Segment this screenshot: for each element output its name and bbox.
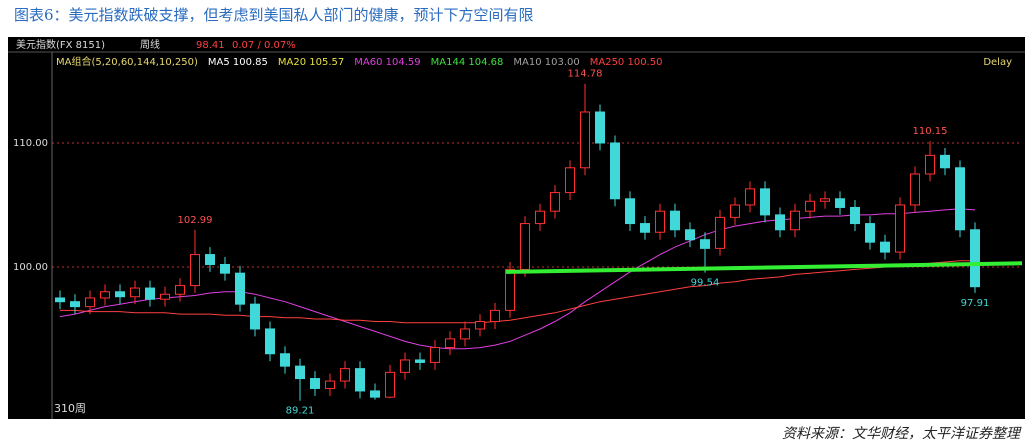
candle-body — [55, 297, 65, 303]
candle-body — [205, 254, 215, 265]
candle-body — [745, 188, 755, 206]
candle-body — [280, 353, 290, 367]
candle-body — [385, 371, 395, 398]
extreme-label: 97.91 — [961, 298, 990, 309]
candle-body — [640, 223, 650, 233]
candle-body — [715, 216, 725, 249]
candle-body — [70, 301, 80, 308]
candle-body — [175, 285, 185, 295]
delay: Delay — [983, 57, 1012, 68]
extreme-label: 89.21 — [286, 406, 315, 417]
symbol: 美元指数(FX 8151) — [16, 38, 105, 51]
ma-legend: MA60 104.59 — [354, 57, 420, 68]
candle-body — [325, 380, 335, 389]
candle-body — [775, 214, 785, 231]
candle-body — [925, 154, 935, 175]
y-tick-label: 100.00 — [13, 262, 48, 273]
candle-body — [235, 272, 245, 305]
candle-body — [550, 192, 560, 212]
candle-body — [490, 309, 500, 323]
change: 0.07 / 0.07% — [232, 40, 296, 51]
candle-body — [250, 303, 260, 330]
candle-body — [145, 287, 155, 300]
last-price: 98.41 — [196, 40, 225, 51]
extreme-label: 102.99 — [178, 215, 213, 226]
candle-body — [760, 188, 770, 216]
candle-body — [955, 167, 965, 231]
candle-body — [625, 198, 635, 225]
candle-body — [430, 347, 440, 363]
candle-body — [565, 167, 575, 194]
candle-body — [415, 359, 425, 363]
ma-line — [59, 208, 976, 350]
candle-body — [265, 328, 275, 355]
candle-body — [880, 241, 890, 253]
candle-body — [505, 268, 515, 311]
period: 周线 — [140, 38, 160, 51]
extreme-label: 114.78 — [568, 69, 603, 80]
candle-body — [850, 206, 860, 225]
candle-body — [580, 111, 590, 169]
candle-body — [100, 291, 110, 299]
candle-body — [865, 223, 875, 243]
candle-body — [730, 204, 740, 218]
y-tick-label: 110.00 — [13, 138, 48, 149]
ma-legend: MA20 105.57 — [278, 57, 344, 68]
caption: 图表6：美元指数跌破支撑，但考虑到美国私人部门的健康，预计下方空间有限 — [14, 6, 534, 24]
candle-body — [910, 173, 920, 206]
candle-body — [595, 111, 605, 144]
support-line — [505, 261, 1023, 274]
candle-body — [460, 328, 470, 340]
bar-count: 310周 — [54, 402, 86, 415]
candle-body — [535, 210, 545, 225]
candle-body — [685, 229, 695, 241]
candle-body — [85, 297, 95, 308]
candle-body — [355, 368, 365, 392]
candle-body — [940, 154, 950, 169]
candle-body — [670, 210, 680, 231]
ma-legend: MA10 103.00 — [513, 57, 579, 68]
candle-body — [475, 321, 485, 330]
candle-body — [370, 390, 380, 398]
candle-body — [835, 198, 845, 208]
candle-body — [190, 254, 200, 287]
candle-body — [310, 378, 320, 389]
ma-legend: MA5 100.85 — [208, 57, 268, 68]
candle-body — [520, 223, 530, 270]
ma-legend: MA组合(5,20,60,144,10,250) — [56, 55, 198, 68]
candle-body — [445, 338, 455, 349]
candle-body — [700, 239, 710, 249]
candle-body — [115, 291, 125, 298]
extreme-label: 99.54 — [691, 278, 720, 289]
candle-body — [805, 200, 815, 212]
candle-body — [340, 368, 350, 382]
ma-line — [60, 260, 975, 324]
candle-body — [895, 204, 905, 253]
candle-body — [220, 263, 230, 274]
ma-legend: MA250 100.50 — [590, 57, 663, 68]
candle-body — [970, 229, 980, 288]
ma-legend: MA144 104.68 — [431, 57, 504, 68]
candle-body — [295, 365, 305, 380]
candle-body — [820, 198, 830, 202]
source: 资料来源：文华财经，太平洋证券整理 — [782, 426, 1022, 442]
candle-body — [610, 142, 620, 200]
candle-body — [400, 359, 410, 373]
candle-body — [655, 210, 665, 233]
candle-body — [130, 287, 140, 298]
candle-body — [160, 293, 170, 300]
candle-body — [790, 210, 800, 231]
extreme-label: 110.15 — [913, 126, 948, 137]
